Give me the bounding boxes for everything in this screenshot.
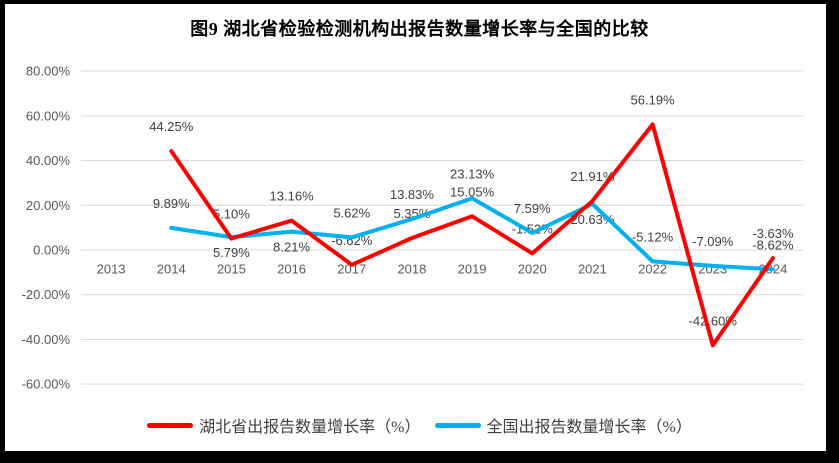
y-axis-tick-label: -20.00% <box>22 287 71 302</box>
y-axis-tick-label: 20.00% <box>26 198 71 213</box>
data-label-national: 7.59% <box>514 201 551 216</box>
data-label-hubei: 15.05% <box>450 184 495 199</box>
data-label-hubei: 21.91% <box>570 169 615 184</box>
x-axis-category-label: 2019 <box>458 262 487 277</box>
y-axis-tick-label: 0.00% <box>33 243 70 258</box>
data-label-national: 23.13% <box>450 166 495 181</box>
data-label-national: 13.83% <box>390 187 435 202</box>
series-line-national <box>169 196 775 272</box>
legend-label-hubei: 湖北省出报告数量增长率（%） <box>199 419 421 436</box>
y-axis-tick-label: -60.00% <box>22 377 71 392</box>
x-axis-category-label: 2022 <box>638 262 667 277</box>
data-label-hubei: 5.10% <box>213 207 250 222</box>
y-axis-tick-label: 60.00% <box>26 108 71 123</box>
hubei-line-swatch-icon <box>147 422 194 428</box>
y-axis-tick-label: 80.00% <box>26 64 71 79</box>
x-axis-category-label: 2020 <box>518 262 547 277</box>
data-label-national: -7.09% <box>692 234 734 249</box>
x-axis-category-label: 2016 <box>277 262 306 277</box>
x-axis-category-label: 2014 <box>157 262 186 277</box>
x-axis-category-label: 2015 <box>217 262 246 277</box>
data-label-national: 5.62% <box>333 205 370 220</box>
y-axis-tick-label: -40.00% <box>22 332 71 347</box>
legend-item-hubei: 湖北省出报告数量增长率（%） <box>147 413 421 437</box>
series-line-hubei <box>169 122 775 348</box>
x-axis-category-label: 2017 <box>337 262 366 277</box>
data-label-national: 5.79% <box>213 245 250 260</box>
data-label-hubei: 13.16% <box>270 189 315 204</box>
data-label-hubei: 44.25% <box>149 119 194 134</box>
y-axis-tick-label: 40.00% <box>26 153 71 168</box>
data-label-national: -5.12% <box>632 229 674 244</box>
data-label-hubei: 56.19% <box>631 92 676 107</box>
data-label-national: 9.89% <box>153 196 190 211</box>
legend-label-national: 全国出报告数量增长率（%） <box>486 419 692 436</box>
legend-item-national: 全国出报告数量增长率（%） <box>434 413 692 437</box>
data-label-national: 8.21% <box>273 240 310 255</box>
national-line-swatch-icon <box>434 422 481 428</box>
chart-title: 图9 湖北省检验检测机构出报告数量增长率与全国的比较 <box>190 19 649 39</box>
legend: 湖北省出报告数量增长率（%） 全国出报告数量增长率（%） <box>0 411 839 439</box>
x-axis-category-label: 2018 <box>397 262 426 277</box>
data-label-hubei: -3.63% <box>752 226 794 241</box>
data-label-national: -8.62% <box>752 237 794 252</box>
x-axis-category-label: 2013 <box>97 262 126 277</box>
x-axis-category-label: 2021 <box>578 262 607 277</box>
